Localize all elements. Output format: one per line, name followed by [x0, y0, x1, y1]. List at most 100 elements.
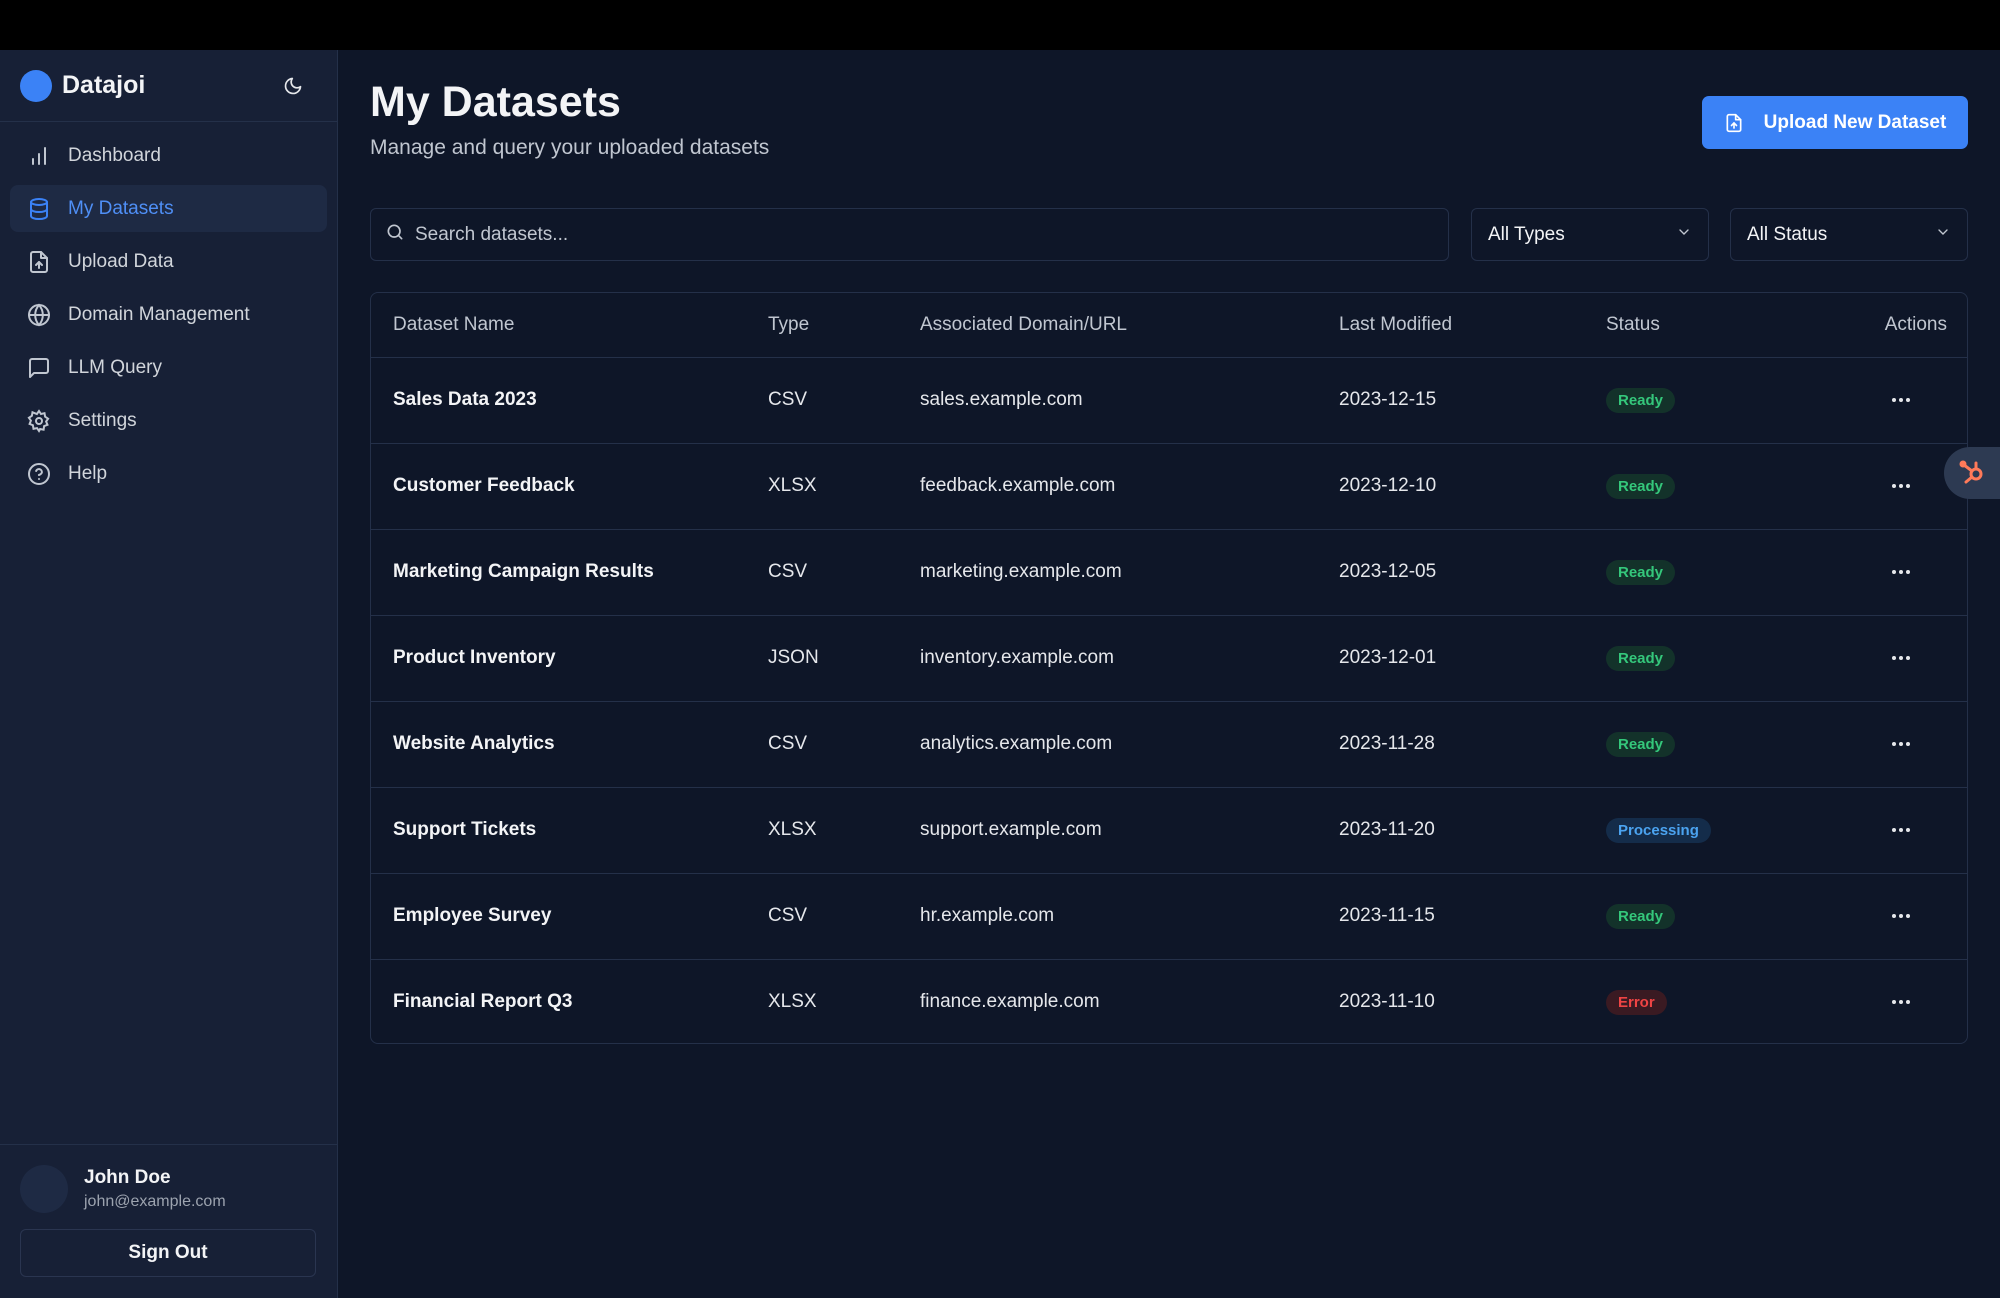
dataset-modified: 2023-12-01: [1339, 647, 1437, 668]
dataset-name: Financial Report Q3: [393, 991, 573, 1013]
dataset-type: CSV: [768, 905, 808, 926]
table-row[interactable]: Customer Feedback XLSX feedback.example.…: [371, 443, 1967, 529]
sidebar-item-settings[interactable]: Settings: [10, 397, 327, 444]
column-header-type[interactable]: Type: [768, 313, 810, 335]
table-row[interactable]: Financial Report Q3 XLSX finance.example…: [371, 959, 1967, 1043]
sidebar-item-help[interactable]: Help: [10, 450, 327, 497]
sidebar-item-upload-data[interactable]: Upload Data: [10, 238, 327, 285]
actions-cell: [1806, 357, 1967, 443]
more-actions-icon[interactable]: [1885, 384, 1917, 416]
sidebar: Datajoi Dashboard My Datasets Upload Dat…: [0, 50, 338, 1298]
status-cell: Ready: [1606, 615, 1806, 701]
dataset-domain: hr.example.com: [920, 905, 1055, 926]
dataset-modified: 2023-11-28: [1339, 733, 1435, 754]
brand-header: Datajoi: [0, 50, 337, 122]
status-badge: Ready: [1606, 903, 1676, 929]
hubspot-icon: [1957, 456, 1987, 491]
column-header-status[interactable]: Status: [1606, 313, 1660, 335]
status-badge: Ready: [1606, 559, 1676, 585]
status-cell: Processing: [1606, 787, 1806, 873]
dataset-name: Support Tickets: [393, 819, 537, 840]
status-cell: Ready: [1606, 443, 1806, 529]
moon-icon[interactable]: [279, 72, 307, 100]
status-filter-select[interactable]: All Status: [1730, 208, 1968, 261]
status-cell: Error: [1606, 959, 1806, 1043]
dataset-type: XLSX: [768, 991, 817, 1013]
hubspot-chat-launcher[interactable]: [1944, 447, 2000, 499]
table-row[interactable]: Sales Data 2023 CSV sales.example.com 20…: [371, 357, 1967, 443]
column-header-name[interactable]: Dataset Name: [393, 313, 515, 335]
dataset-type: CSV: [768, 733, 808, 754]
dataset-name: Sales Data 2023: [393, 389, 537, 410]
search-input[interactable]: [415, 223, 1434, 246]
table-row[interactable]: Employee Survey CSV hr.example.com 2023-…: [371, 873, 1967, 959]
column-header-modified[interactable]: Last Modified: [1339, 313, 1453, 335]
upload-new-dataset-button[interactable]: Upload New Dataset: [1702, 96, 1968, 149]
dataset-type: XLSX: [768, 819, 817, 840]
table-row[interactable]: Website Analytics CSV analytics.example.…: [371, 701, 1967, 787]
dataset-modified: 2023-11-10: [1339, 991, 1435, 1013]
sidebar-item-dashboard[interactable]: Dashboard: [10, 132, 327, 179]
dataset-domain: finance.example.com: [920, 991, 1100, 1013]
actions-cell: [1806, 701, 1967, 787]
dataset-modified: 2023-11-15: [1339, 905, 1435, 926]
sidebar-item-label: LLM Query: [68, 356, 162, 378]
user-panel: John Doe john@example.com Sign Out: [0, 1144, 337, 1298]
datasets-table: Dataset Name Type Associated Domain/URL …: [370, 292, 1968, 1044]
column-header-actions: Actions: [1884, 313, 1947, 335]
dataset-name: Product Inventory: [393, 647, 556, 668]
status-badge: Ready: [1606, 473, 1676, 499]
chat-icon: [26, 355, 52, 381]
status-cell: Ready: [1606, 529, 1806, 615]
table-row[interactable]: Support Tickets XLSX support.example.com…: [371, 787, 1967, 873]
more-actions-icon[interactable]: [1885, 728, 1917, 760]
window-top-bar: [0, 0, 2000, 50]
status-badge: Ready: [1606, 387, 1676, 413]
status-cell: Ready: [1606, 357, 1806, 443]
database-icon: [26, 196, 52, 222]
dataset-name: Customer Feedback: [393, 475, 575, 496]
sidebar-item-label: Domain Management: [68, 303, 250, 325]
sign-out-button[interactable]: Sign Out: [20, 1229, 316, 1277]
page-title: My Datasets: [370, 78, 621, 126]
sidebar-item-domain-management[interactable]: Domain Management: [10, 291, 327, 338]
dataset-name: Employee Survey: [393, 905, 552, 926]
dataset-modified: 2023-12-15: [1339, 389, 1437, 410]
sidebar-item-my-datasets[interactable]: My Datasets: [10, 185, 327, 232]
more-actions-icon[interactable]: [1885, 986, 1917, 1018]
actions-cell: [1806, 443, 1967, 529]
column-header-domain[interactable]: Associated Domain/URL: [920, 313, 1127, 335]
dataset-domain: analytics.example.com: [920, 733, 1113, 754]
dataset-domain: marketing.example.com: [920, 561, 1122, 582]
chevron-down-icon: [1935, 224, 1951, 246]
sidebar-item-label: Settings: [68, 409, 137, 431]
more-actions-icon[interactable]: [1885, 900, 1917, 932]
search-box: [370, 208, 1449, 261]
status-badge: Processing: [1606, 817, 1711, 843]
chevron-down-icon: [1676, 224, 1692, 246]
user-profile: John Doe john@example.com: [20, 1165, 317, 1213]
sidebar-item-label: Upload Data: [68, 250, 174, 272]
file-upload-icon: [26, 249, 52, 275]
more-actions-icon[interactable]: [1885, 642, 1917, 674]
dataset-domain: feedback.example.com: [920, 475, 1116, 496]
sidebar-item-llm-query[interactable]: LLM Query: [10, 344, 327, 391]
sidebar-item-label: Dashboard: [68, 144, 161, 166]
status-cell: Ready: [1606, 873, 1806, 959]
type-filter-select[interactable]: All Types: [1471, 208, 1709, 261]
dataset-domain: support.example.com: [920, 819, 1102, 840]
user-info: John Doe john@example.com: [84, 1167, 226, 1211]
table-header-row: Dataset Name Type Associated Domain/URL …: [371, 293, 1967, 357]
table-row[interactable]: Marketing Campaign Results CSV marketing…: [371, 529, 1967, 615]
more-actions-icon[interactable]: [1885, 814, 1917, 846]
table-row[interactable]: Product Inventory JSON inventory.example…: [371, 615, 1967, 701]
avatar: [20, 1165, 68, 1213]
more-actions-icon[interactable]: [1885, 556, 1917, 588]
globe-icon: [26, 302, 52, 328]
status-badge: Ready: [1606, 731, 1676, 757]
app-name: Datajoi: [62, 71, 146, 99]
upload-button-label: Upload New Dataset: [1763, 111, 1947, 133]
dataset-type: XLSX: [768, 475, 817, 496]
more-actions-icon[interactable]: [1885, 470, 1917, 502]
sidebar-nav: Dashboard My Datasets Upload Data Domain…: [0, 122, 337, 513]
